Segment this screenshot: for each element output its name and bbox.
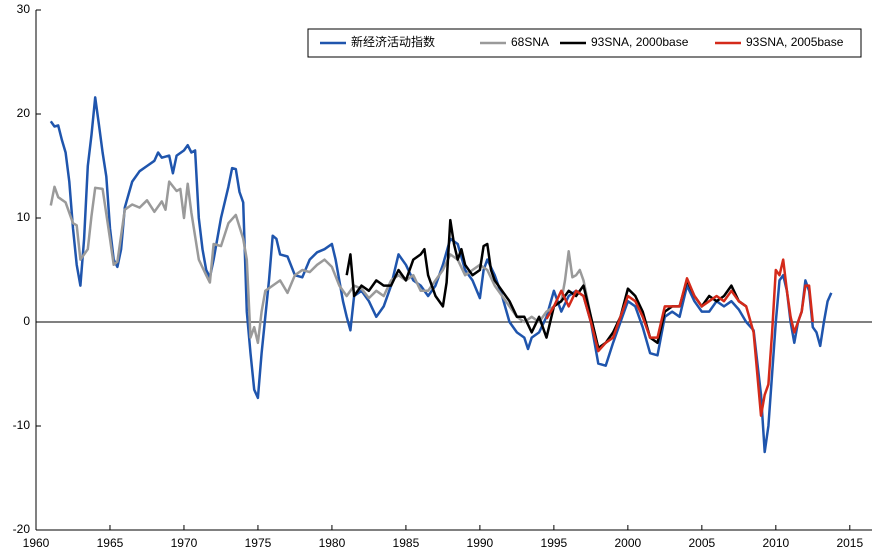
x-tick-label: 2005 (688, 536, 715, 550)
legend-label: 新经济活动指数 (351, 34, 435, 49)
x-tick-label: 1990 (467, 536, 494, 550)
y-tick-label: -20 (13, 522, 31, 536)
y-tick-label: 20 (17, 106, 31, 120)
x-tick-label: 1995 (541, 536, 568, 550)
x-tick-label: 2015 (836, 536, 863, 550)
x-tick-label: 1980 (319, 536, 346, 550)
legend-label: 68SNA (511, 35, 549, 49)
y-tick-label: 0 (23, 314, 30, 328)
x-tick-label: 1985 (393, 536, 420, 550)
x-tick-label: 2000 (615, 536, 642, 550)
series-line (49, 96, 833, 454)
series-line (49, 180, 600, 349)
y-tick-label: -10 (13, 418, 31, 432)
series-line (545, 258, 815, 417)
x-tick-label: 2010 (762, 536, 789, 550)
y-tick-label: 10 (17, 210, 31, 224)
x-tick-label: 1960 (23, 536, 50, 550)
legend-label: 93SNA, 2005base (746, 35, 844, 49)
x-tick-label: 1970 (171, 536, 198, 550)
y-tick-label: 30 (17, 2, 31, 16)
x-tick-label: 1965 (97, 536, 124, 550)
x-tick-label: 1975 (245, 536, 272, 550)
legend-label: 93SNA, 2000base (591, 35, 689, 49)
